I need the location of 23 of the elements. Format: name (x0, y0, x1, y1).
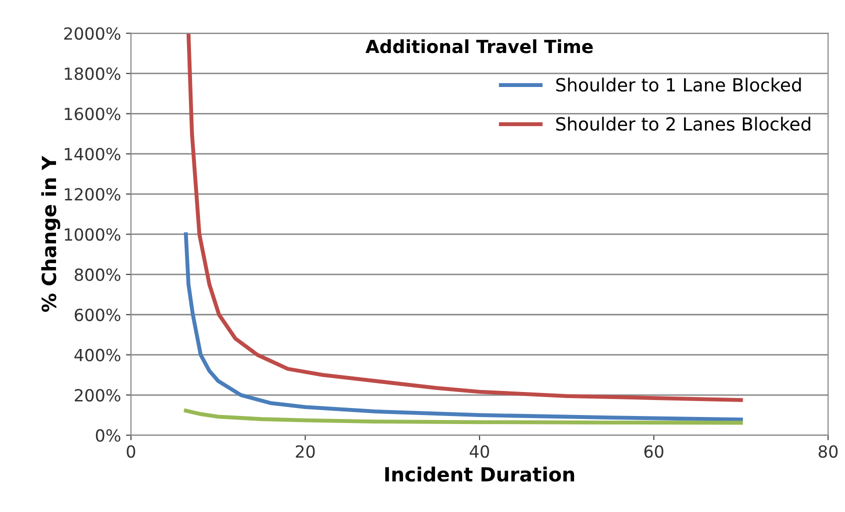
y-tick-label: 600% (74, 308, 120, 322)
x-tick-label: 80 (818, 445, 838, 458)
y-tick-label: 800% (74, 268, 120, 281)
y-tick-label: 1200% (64, 188, 120, 201)
y-tick-label: 2000% (64, 27, 120, 40)
chart-title: Additional Travel Time (366, 39, 593, 54)
x-tick-label: 60 (644, 445, 664, 458)
y-tick-label: 1400% (64, 148, 120, 160)
line-series (184, 232, 743, 422)
x-tick-label: 40 (470, 445, 490, 458)
y-tick-label: 400% (74, 348, 120, 362)
y-tick-label: 1000% (64, 228, 120, 241)
y-tick-label: 1600% (64, 108, 120, 120)
y-axis-title: % Change in Y (41, 156, 60, 312)
y-tick-label: 200% (74, 388, 120, 402)
x-tick-label: 20 (296, 445, 315, 458)
x-axis-title: Incident Duration (385, 466, 574, 482)
y-tick-label: 1800% (64, 67, 120, 80)
legend-label: Shoulder to 2 Lanes Blocked (556, 116, 810, 131)
x-tick-label: 0 (126, 445, 136, 458)
legend-label: Shoulder to 1 Lane Blocked (556, 78, 801, 92)
y-tick-label: 0% (96, 429, 120, 442)
line-series (184, 408, 743, 425)
